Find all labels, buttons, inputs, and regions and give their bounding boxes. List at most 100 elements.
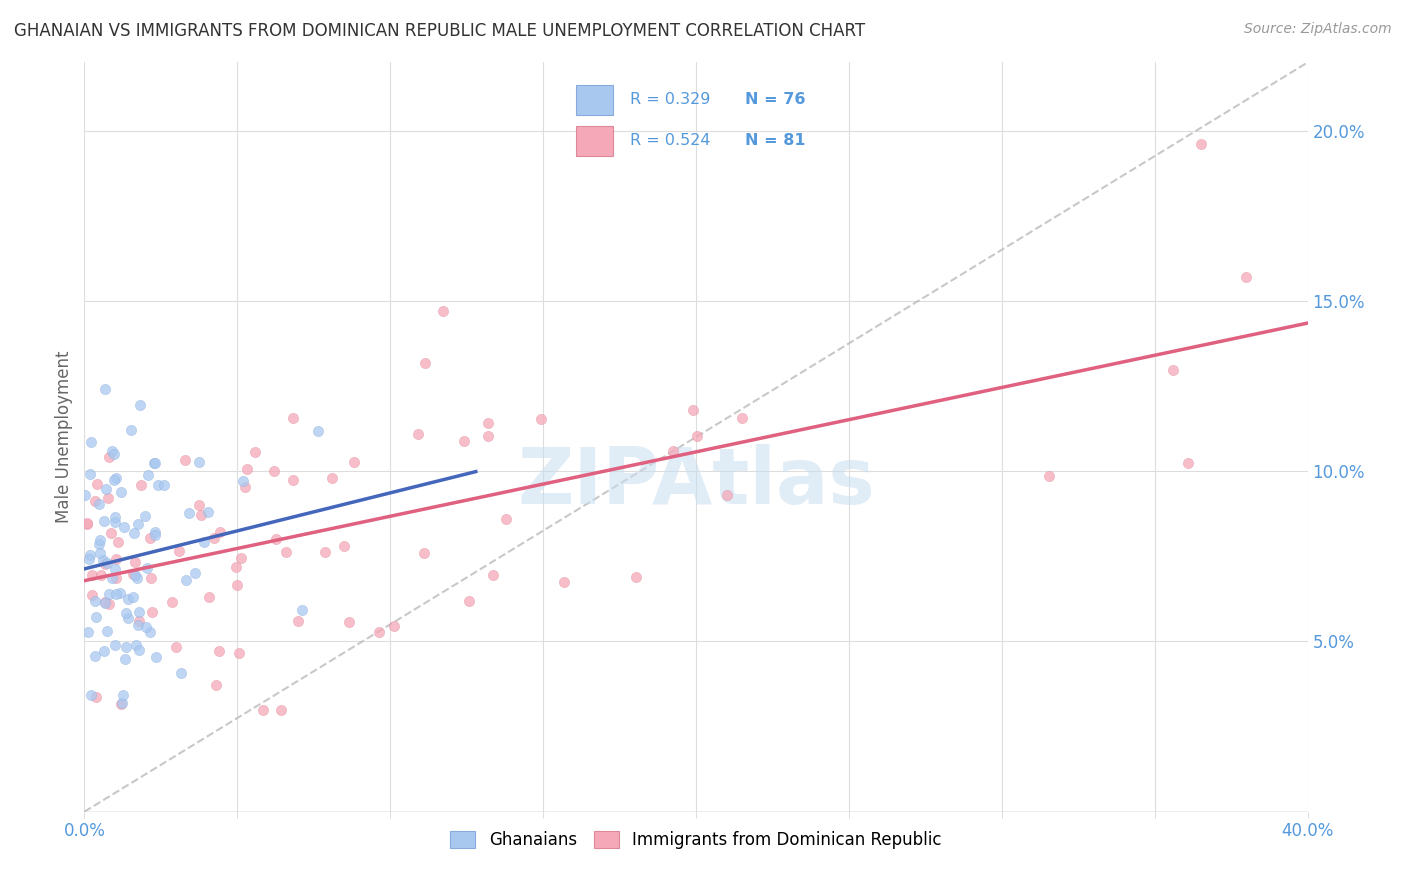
Text: R = 0.524: R = 0.524: [630, 134, 710, 148]
Point: [291, 603, 314, 617]
Point: [143, 524, 166, 539]
Point: [264, 532, 287, 546]
Point: [682, 402, 704, 417]
Point: [134, 509, 156, 524]
Point: [177, 507, 200, 521]
Point: [477, 429, 499, 443]
Point: [314, 544, 336, 558]
Point: [111, 697, 134, 711]
Point: [233, 481, 256, 495]
Point: [287, 615, 309, 629]
Point: [136, 561, 159, 575]
Point: [198, 590, 221, 604]
Point: [84, 690, 107, 705]
Point: [128, 614, 150, 628]
Point: [80, 567, 103, 582]
Point: [87, 497, 110, 511]
Point: [100, 571, 122, 585]
Point: [141, 605, 163, 619]
Point: [367, 624, 389, 639]
Point: [125, 638, 148, 652]
Point: [96, 624, 118, 638]
Point: [100, 526, 122, 541]
Point: [103, 447, 125, 461]
Bar: [576, 126, 613, 156]
Point: [104, 587, 127, 601]
Point: [229, 551, 252, 566]
Legend: Ghanaians, Immigrants from Dominican Republic: Ghanaians, Immigrants from Dominican Rep…: [444, 824, 948, 855]
Point: [731, 411, 754, 425]
Point: [165, 640, 187, 654]
Point: [174, 453, 197, 467]
Point: [107, 535, 129, 549]
Point: [94, 596, 117, 610]
Point: [174, 573, 197, 587]
Point: [105, 572, 128, 586]
Text: ZIPAtlas: ZIPAtlas: [517, 444, 875, 520]
Point: [76, 624, 98, 639]
Point: [98, 587, 121, 601]
Point: [530, 411, 553, 425]
Point: [139, 625, 162, 640]
Point: [89, 546, 111, 560]
Point: [553, 574, 575, 589]
Point: [80, 435, 103, 450]
Point: [1161, 363, 1184, 377]
Point: [252, 702, 274, 716]
Point: [332, 540, 354, 554]
Point: [1189, 137, 1212, 152]
Point: [120, 423, 142, 437]
Point: [135, 620, 157, 634]
Point: [127, 516, 149, 531]
Point: [127, 617, 149, 632]
Point: [125, 571, 148, 585]
Point: [94, 382, 117, 396]
Point: [104, 515, 127, 529]
Text: Source: ZipAtlas.com: Source: ZipAtlas.com: [1244, 22, 1392, 37]
Point: [146, 478, 169, 492]
Text: R = 0.329: R = 0.329: [630, 93, 710, 107]
Point: [89, 533, 111, 548]
Point: [495, 512, 517, 526]
Point: [105, 471, 128, 485]
Point: [93, 643, 115, 657]
Point: [97, 450, 120, 464]
Point: [101, 444, 124, 458]
Point: [283, 474, 305, 488]
Text: N = 76: N = 76: [745, 93, 806, 107]
Point: [209, 525, 232, 540]
Point: [382, 619, 405, 633]
Point: [136, 467, 159, 482]
Point: [270, 702, 292, 716]
Point: [188, 455, 211, 469]
Point: [190, 508, 212, 523]
Point: [321, 471, 343, 485]
Point: [343, 455, 366, 469]
Point: [139, 531, 162, 545]
Point: [188, 498, 211, 512]
Point: [228, 646, 250, 660]
Point: [170, 665, 193, 680]
Text: GHANAIAN VS IMMIGRANTS FROM DOMINICAN REPUBLIC MALE UNEMPLOYMENT CORRELATION CHA: GHANAIAN VS IMMIGRANTS FROM DOMINICAN RE…: [14, 22, 865, 40]
Point: [84, 648, 107, 663]
Point: [115, 640, 138, 654]
Point: [145, 650, 167, 665]
Point: [117, 592, 139, 607]
Point: [481, 567, 503, 582]
Point: [103, 473, 125, 487]
Point: [716, 488, 738, 502]
Point: [235, 461, 257, 475]
Point: [413, 357, 436, 371]
Point: [232, 474, 254, 488]
Point: [122, 590, 145, 604]
Point: [128, 605, 150, 619]
Point: [93, 514, 115, 528]
Point: [457, 594, 479, 608]
Point: [143, 456, 166, 470]
Point: [225, 559, 247, 574]
Point: [477, 417, 499, 431]
Point: [94, 482, 117, 496]
Point: [90, 568, 112, 582]
Point: [408, 427, 430, 442]
Point: [202, 531, 225, 545]
